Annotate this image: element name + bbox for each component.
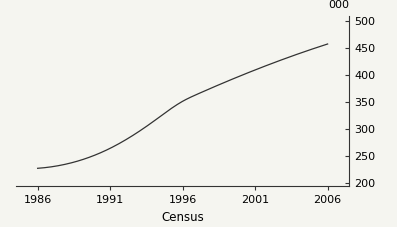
Text: 000: 000 bbox=[328, 0, 349, 10]
X-axis label: Census: Census bbox=[161, 211, 204, 224]
